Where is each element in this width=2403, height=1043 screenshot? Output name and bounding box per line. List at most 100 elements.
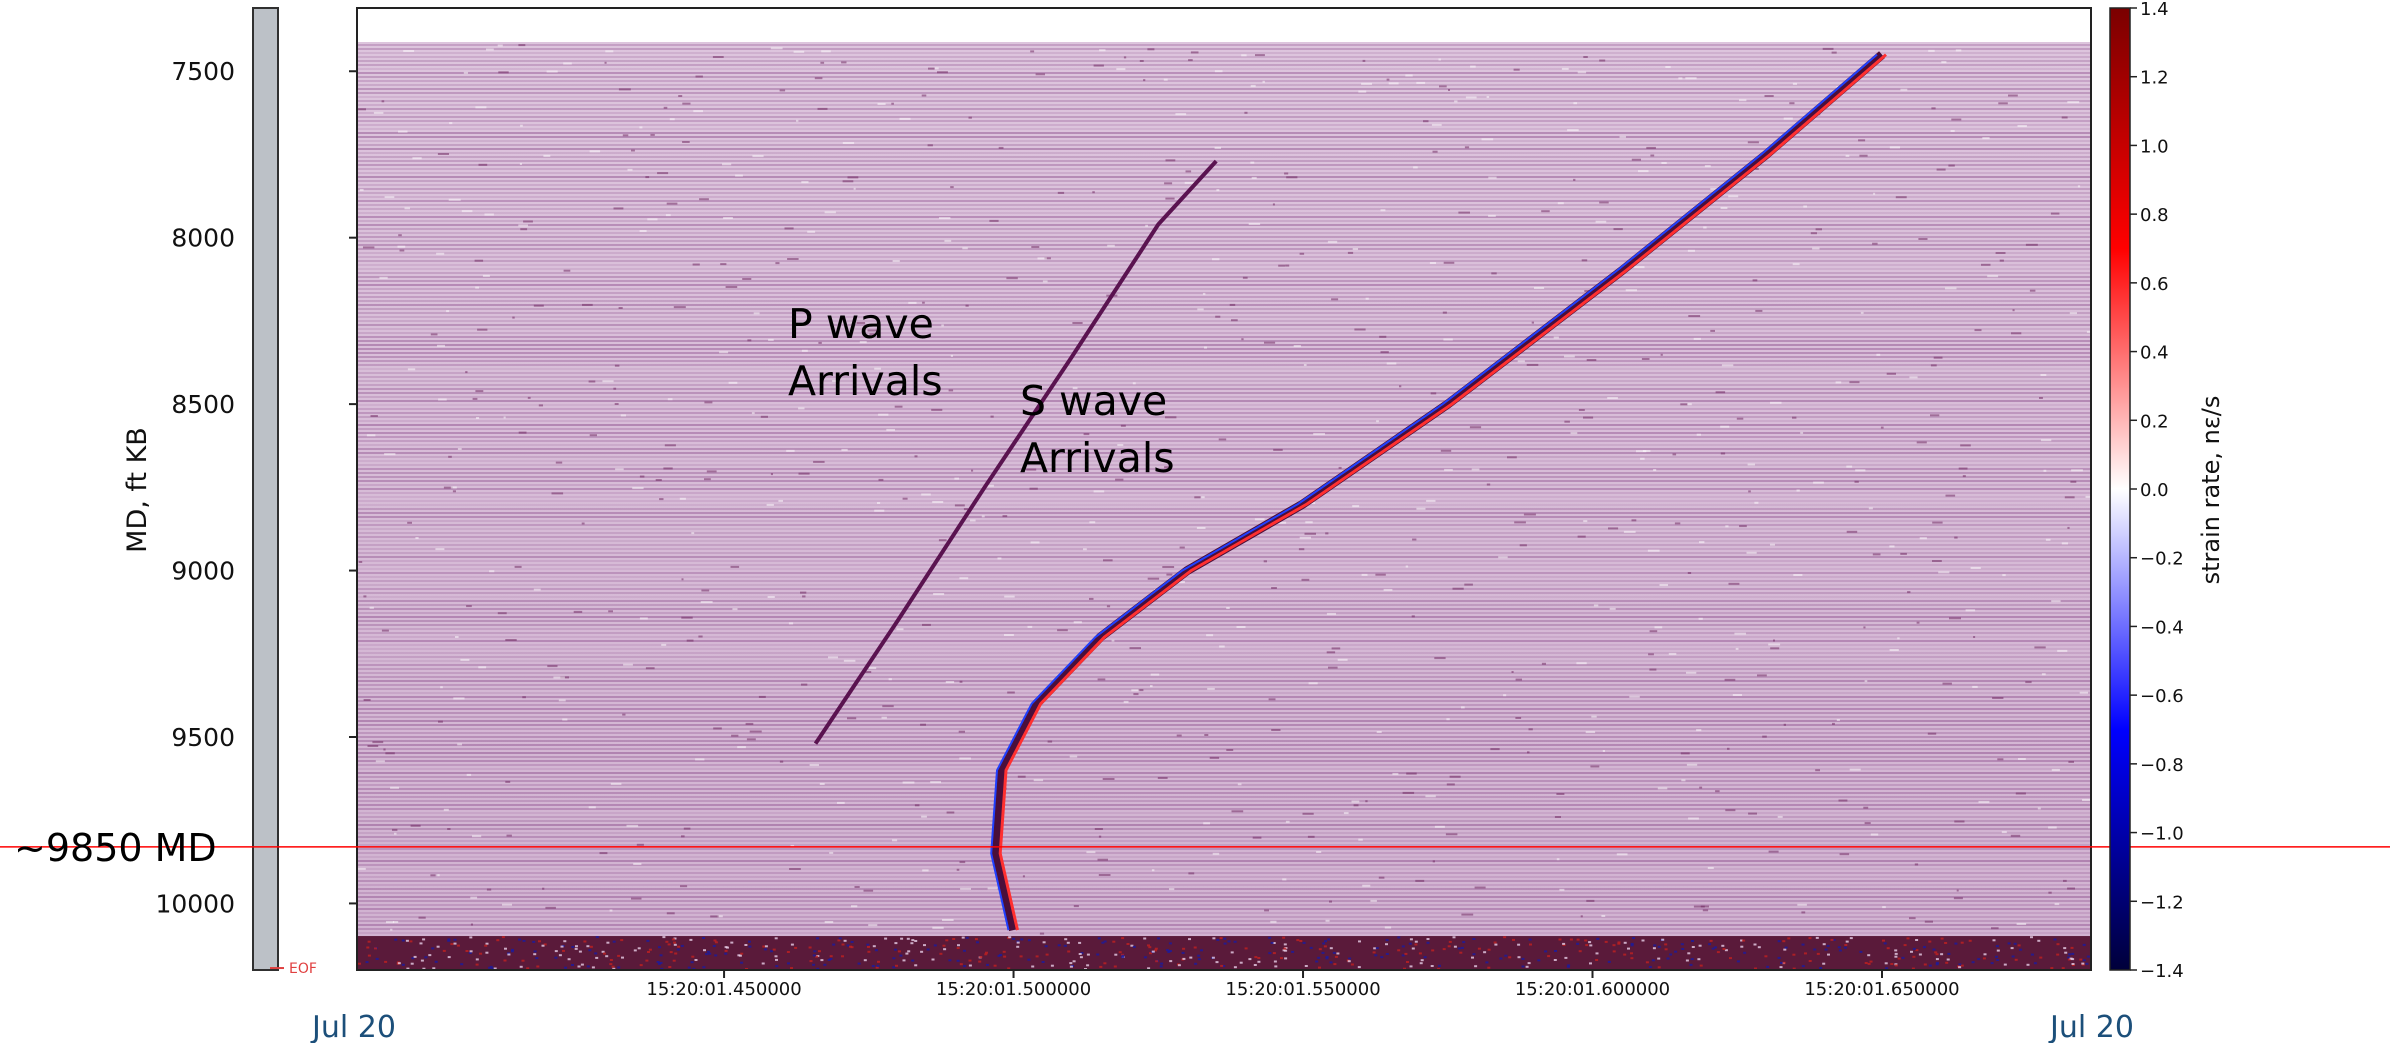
noise-streak <box>357 908 2091 910</box>
noise-speck <box>800 591 807 594</box>
noise-speck <box>868 924 878 927</box>
noise-streak <box>357 768 2091 770</box>
band-speck <box>1270 941 1274 944</box>
band-speck <box>1003 955 1007 958</box>
band-speck <box>772 948 776 951</box>
noise-speck <box>1444 468 1453 471</box>
band-speck <box>453 938 457 941</box>
noise-speck <box>2045 538 2051 541</box>
noise-speck <box>1271 587 1277 589</box>
band-speck <box>1996 949 2000 952</box>
band-speck <box>874 949 878 952</box>
noise-speck <box>614 403 619 405</box>
band-speck <box>460 963 464 966</box>
noise-speck <box>1950 130 1955 132</box>
band-speck <box>1801 943 1805 946</box>
noise-speck <box>669 118 675 121</box>
band-speck <box>1864 962 1868 964</box>
noise-speck <box>1358 90 1367 93</box>
noise-speck <box>533 304 544 307</box>
noise-speck <box>1298 548 1305 551</box>
noise-speck <box>1720 452 1726 455</box>
band-speck <box>397 962 401 965</box>
noise-speck <box>622 713 626 716</box>
noise-speck <box>2040 439 2052 442</box>
band-speck <box>1832 939 1836 941</box>
noise-streak <box>357 756 2091 758</box>
noise-speck <box>2002 574 2006 577</box>
noise-speck <box>1755 168 1759 170</box>
band-speck <box>1932 948 1936 951</box>
band-speck <box>1016 940 1020 943</box>
noise-speck <box>1123 56 1127 59</box>
bottom-band-speckle <box>358 936 2090 970</box>
band-speck <box>1529 943 1532 946</box>
noise-speck <box>842 142 855 144</box>
band-speck <box>1721 944 1725 947</box>
noise-speck <box>1365 800 1368 803</box>
noise-streak <box>357 372 2091 374</box>
band-speck <box>1302 941 1306 944</box>
noise-speck <box>922 623 931 626</box>
band-speck <box>1958 966 1962 969</box>
band-speck <box>843 939 847 942</box>
noise-speck <box>746 738 756 741</box>
noise-speck <box>1026 468 1037 471</box>
noise-speck <box>1728 582 1740 585</box>
noise-speck <box>1586 899 1595 902</box>
noise-streak <box>357 444 2091 446</box>
noise-speck <box>2008 94 2018 97</box>
colorbar <box>2109 7 2131 971</box>
noise-speck <box>874 367 881 370</box>
x-tick-label: 15:20:01.450000 <box>646 979 801 1000</box>
band-speck <box>554 950 558 953</box>
noise-speck <box>1835 381 1842 384</box>
noise-speck <box>1685 77 1697 80</box>
noise-speck <box>466 605 472 608</box>
band-speck <box>2069 957 2073 960</box>
noise-speck <box>1241 338 1244 341</box>
band-speck <box>1272 952 1276 955</box>
band-speck <box>1166 949 1169 952</box>
noise-speck <box>627 168 633 171</box>
noise-speck <box>1150 673 1160 676</box>
band-speck <box>409 940 413 943</box>
noise-speck <box>931 408 943 411</box>
band-speck <box>1493 941 1497 944</box>
band-speck <box>659 961 663 964</box>
noise-speck <box>1619 135 1626 138</box>
noise-speck <box>1599 201 1609 204</box>
noise-speck <box>1601 915 1606 917</box>
noise-streak <box>357 760 2091 762</box>
noise-speck <box>1585 731 1596 734</box>
noise-speck <box>1443 261 1455 264</box>
colorbar-tick-label: 1.4 <box>2140 0 2169 20</box>
noise-speck <box>683 827 691 830</box>
noise-streak <box>357 108 2091 110</box>
band-speck <box>1946 958 1950 961</box>
noise-speck <box>821 50 831 53</box>
noise-streak <box>357 524 2091 526</box>
band-speck <box>1385 953 1389 955</box>
noise-speck <box>1770 401 1782 404</box>
noise-speck <box>546 70 558 73</box>
noise-speck <box>1352 505 1360 508</box>
band-speck <box>1558 938 1562 941</box>
band-speck <box>1045 953 1049 956</box>
band-speck <box>1724 949 1728 952</box>
noise-streak <box>357 700 2091 702</box>
noise-speck <box>1488 214 1496 217</box>
noise-streak <box>357 324 2091 326</box>
band-speck <box>899 954 903 957</box>
band-speck <box>894 942 898 945</box>
band-speck <box>738 954 742 957</box>
band-speck <box>1097 937 1101 940</box>
date-label-right: Jul 20 <box>2048 1010 2134 1043</box>
noise-speck <box>886 428 895 431</box>
band-speck <box>1411 947 1415 950</box>
noise-speck <box>667 398 673 401</box>
band-speck <box>424 956 428 959</box>
noise-speck <box>453 697 465 700</box>
noise-speck <box>1264 341 1276 344</box>
noise-speck <box>1412 538 1417 541</box>
